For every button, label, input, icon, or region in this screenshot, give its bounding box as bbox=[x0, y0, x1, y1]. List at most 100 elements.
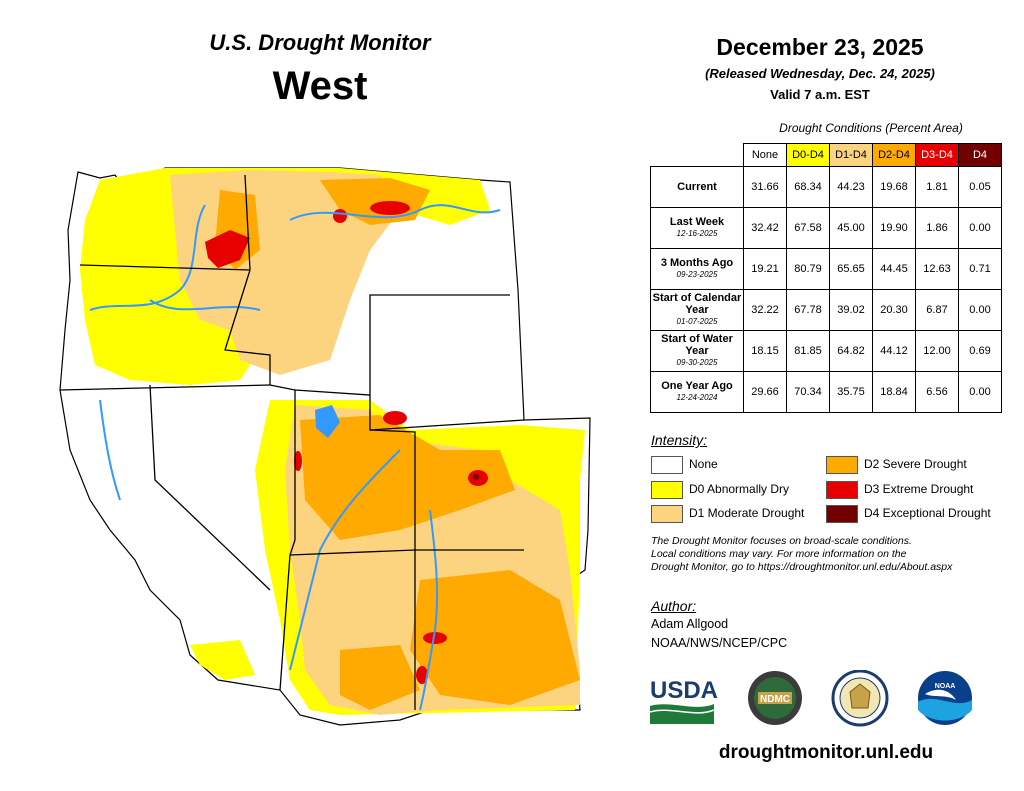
disclaimer: The Drought Monitor focuses on broad-sca… bbox=[651, 535, 1011, 574]
table-cell: 19.90 bbox=[872, 207, 916, 249]
table-row: 3 Months Ago 09-23-2025 19.21 80.79 65.65 44.… bbox=[650, 248, 1002, 290]
table-body: Current 31.66 68.34 44.23 19.68 1.81 0.05 Last … bbox=[650, 166, 1002, 413]
legend-label-none: None bbox=[689, 457, 718, 471]
col-header-d4: D4 bbox=[958, 143, 1002, 167]
table-cell: 1.86 bbox=[915, 207, 959, 249]
table-cell: 12.00 bbox=[915, 330, 959, 372]
table-row: Current 31.66 68.34 44.23 19.68 1.81 0.05 bbox=[650, 166, 1002, 208]
table-cell: 6.56 bbox=[915, 371, 959, 413]
col-header-d0-d4: D0-D4 bbox=[786, 143, 830, 167]
noaa-logo-text: NOAA bbox=[935, 683, 956, 690]
valid-time: Valid 7 a.m. EST bbox=[770, 87, 870, 102]
table-cell: 68.34 bbox=[786, 166, 830, 208]
table-row: Start of Water Year 09-30-2025 18.15 81.85 6… bbox=[650, 330, 1002, 372]
col-header-d1-d4: D1-D4 bbox=[829, 143, 873, 167]
row-label-text: 3 Months Ago bbox=[660, 257, 734, 269]
col-header-none: None bbox=[743, 143, 787, 167]
table-cell: 29.66 bbox=[743, 371, 787, 413]
table-cell: 31.66 bbox=[743, 166, 787, 208]
table-header-row: None D0-D4 D1-D4 D2-D4 D3-D4 D4 bbox=[651, 143, 1002, 167]
ndmc-logo-text: NDMC bbox=[760, 694, 790, 705]
col-header-d2-d4: D2-D4 bbox=[872, 143, 916, 167]
legend-swatch-none bbox=[651, 455, 683, 474]
table-cell: 64.82 bbox=[829, 330, 873, 372]
table-row: One Year Ago 12-24-2024 29.66 70.34 35.75 18.… bbox=[650, 371, 1002, 413]
d2-area-utah-colorado bbox=[300, 415, 515, 540]
disclaimer-line-2: Local conditions may vary. For more info… bbox=[651, 548, 907, 560]
d2-area-arizona bbox=[340, 645, 420, 710]
ndmc-logo: NDMC bbox=[748, 671, 802, 725]
river-colorado bbox=[289, 449, 401, 671]
table-cell: 32.42 bbox=[743, 207, 787, 249]
website-url[interactable]: droughtmonitor.unl.edu bbox=[718, 742, 934, 763]
d3-area-montana bbox=[370, 201, 410, 215]
river-riogrande bbox=[419, 509, 439, 711]
table-cell: 32.22 bbox=[743, 289, 787, 331]
row-date: 01-07-2025 bbox=[676, 317, 718, 326]
legend-item-d0: D0 Abnormally Dry bbox=[651, 480, 790, 499]
table-cell: 20.30 bbox=[872, 289, 916, 331]
table-cell: 0.00 bbox=[958, 289, 1002, 331]
table-cell: 6.87 bbox=[915, 289, 959, 331]
author-org: NOAA/NWS/NCEP/CPC bbox=[651, 636, 788, 650]
disclaimer-line-1: The Drought Monitor focuses on broad-sca… bbox=[651, 535, 912, 547]
usda-logo: USDA bbox=[650, 677, 718, 724]
table-cell: 65.65 bbox=[829, 248, 873, 290]
row-label: Last Week 12-16-2025 bbox=[650, 207, 744, 249]
legend-label-d2: D2 Severe Drought bbox=[864, 457, 967, 471]
legend-label-d4: D4 Exceptional Drought bbox=[864, 506, 991, 520]
table-cell: 12.63 bbox=[915, 248, 959, 290]
d3-area-newmexico bbox=[423, 632, 447, 644]
table-cell: 70.34 bbox=[786, 371, 830, 413]
table-header-blank bbox=[651, 144, 744, 167]
map-date: December 23, 2025 bbox=[716, 34, 924, 60]
legend-heading: Intensity: bbox=[651, 432, 708, 448]
table-cell: 0.00 bbox=[958, 207, 1002, 249]
legend-item-d4: D4 Exceptional Drought bbox=[826, 504, 991, 523]
legend-swatch-d1 bbox=[651, 504, 683, 523]
region-title: West bbox=[272, 64, 368, 108]
row-date: 12-24-2024 bbox=[676, 393, 718, 402]
drought-conditions-table: None D0-D4 D1-D4 D2-D4 D3-D4 D4 Current 3… bbox=[650, 143, 1002, 413]
row-date: 12-16-2025 bbox=[676, 229, 718, 238]
disclaimer-line-3: Drought Monitor, go to https://droughtmo… bbox=[651, 561, 953, 573]
table-caption: Drought Conditions (Percent Area) bbox=[779, 121, 963, 135]
d4-area-colorado bbox=[473, 474, 479, 480]
table-cell: 44.12 bbox=[872, 330, 916, 372]
release-date: (Released Wednesday, Dec. 24, 2025) bbox=[705, 66, 935, 81]
legend-label-d0: D0 Abnormally Dry bbox=[689, 482, 790, 496]
legend-swatch-d3 bbox=[826, 480, 858, 499]
row-label: Start of Calendar Year 01-07-2025 bbox=[650, 289, 744, 331]
river-sacramento bbox=[99, 399, 121, 501]
map-title: U.S. Drought Monitor bbox=[209, 30, 431, 55]
d0-area-socal bbox=[190, 640, 255, 680]
table-cell: 19.68 bbox=[872, 166, 916, 208]
row-label-text: Start of Water Year bbox=[661, 333, 733, 357]
legend-swatch-d2 bbox=[826, 455, 858, 474]
d3-area-newmexico-south bbox=[416, 666, 428, 684]
table-cell: 44.45 bbox=[872, 248, 916, 290]
table-cell: 67.78 bbox=[786, 289, 830, 331]
row-label: One Year Ago 12-24-2024 bbox=[650, 371, 744, 413]
row-label: Start of Water Year 09-30-2025 bbox=[650, 330, 744, 372]
legend-item-d1: D1 Moderate Drought bbox=[651, 504, 805, 523]
usda-logo-text: USDA bbox=[650, 677, 718, 704]
legend-item-d2: D2 Severe Drought bbox=[826, 455, 967, 474]
legend-item-d3: D3 Extreme Drought bbox=[826, 480, 973, 499]
legend-label-d1: D1 Moderate Drought bbox=[689, 506, 805, 520]
row-label: Current bbox=[650, 166, 744, 208]
table-cell: 80.79 bbox=[786, 248, 830, 290]
legend-swatch-d4 bbox=[826, 504, 858, 523]
doc-seal-logo bbox=[831, 670, 889, 727]
great-salt-lake bbox=[315, 405, 340, 438]
table-row: Start of Calendar Year 01-07-2025 32.22 67.… bbox=[650, 289, 1002, 331]
state-boundaries bbox=[59, 174, 525, 710]
row-label-text: Start of Calendar Year bbox=[652, 292, 742, 316]
row-date: 09-23-2025 bbox=[676, 270, 718, 279]
col-header-d3-d4: D3-D4 bbox=[915, 143, 959, 167]
table-cell: 35.75 bbox=[829, 371, 873, 413]
table-cell: 45.00 bbox=[829, 207, 873, 249]
river-columbia bbox=[89, 204, 206, 311]
d3-area-wyoming bbox=[383, 411, 407, 425]
partner-logos: USDA NDMC NOAA bbox=[650, 670, 972, 727]
